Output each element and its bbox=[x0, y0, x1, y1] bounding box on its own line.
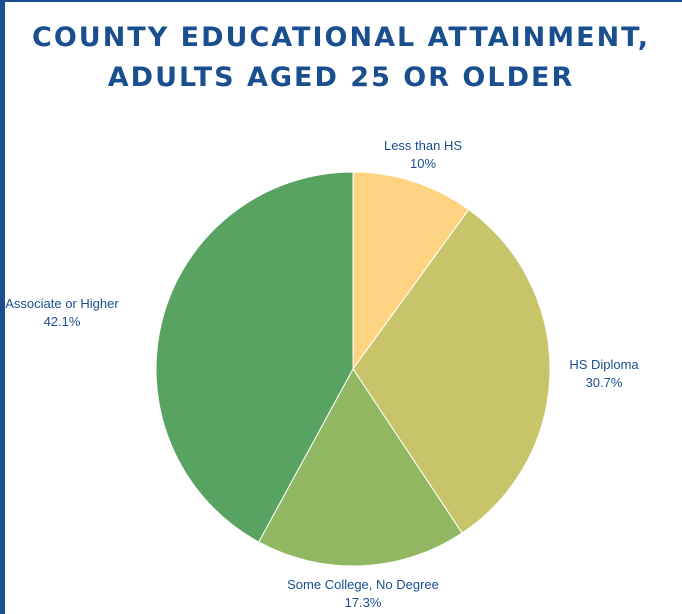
pie-label-value: 42.1% bbox=[44, 314, 81, 329]
pie-label-associate-or-higher: Associate or Higher 42.1% bbox=[5, 296, 119, 329]
pie-label-less-than-hs: Less than HS 10% bbox=[384, 138, 462, 171]
pie-label-value: 10% bbox=[410, 156, 436, 171]
pie-label-value: 30.7% bbox=[586, 375, 623, 390]
pie-label-name: Less than HS bbox=[384, 138, 462, 153]
pie-slices bbox=[155, 171, 551, 567]
pie-label-value: 17.3% bbox=[345, 595, 382, 610]
pie-slice-hs-diploma bbox=[352, 208, 551, 534]
pie-label-name: HS Diploma bbox=[569, 357, 639, 372]
chart-title: COUNTY EDUCATIONAL ATTAINMENT, ADULTS AG… bbox=[0, 18, 682, 98]
pie-slice-less-than-hs bbox=[352, 171, 470, 371]
chart-title-line-2: ADULTS AGED 25 OR OLDER bbox=[107, 62, 575, 93]
pie-label-hs-diploma: HS Diploma 30.7% bbox=[569, 357, 639, 390]
pie-label-name: Some College, No Degree bbox=[287, 577, 439, 592]
chart-title-line-1: COUNTY EDUCATIONAL ATTAINMENT, bbox=[32, 22, 650, 53]
pie-slice-associate-or-higher bbox=[155, 171, 354, 543]
pie-data-labels: Less than HS 10% HS Diploma 30.7% Some Colle… bbox=[5, 138, 639, 610]
pie-slice-some-college-no-degree bbox=[258, 368, 463, 567]
pie-label-some-college-no-degree: Some College, No Degree 17.3% bbox=[287, 577, 439, 610]
pie-label-name: Associate or Higher bbox=[5, 296, 119, 311]
